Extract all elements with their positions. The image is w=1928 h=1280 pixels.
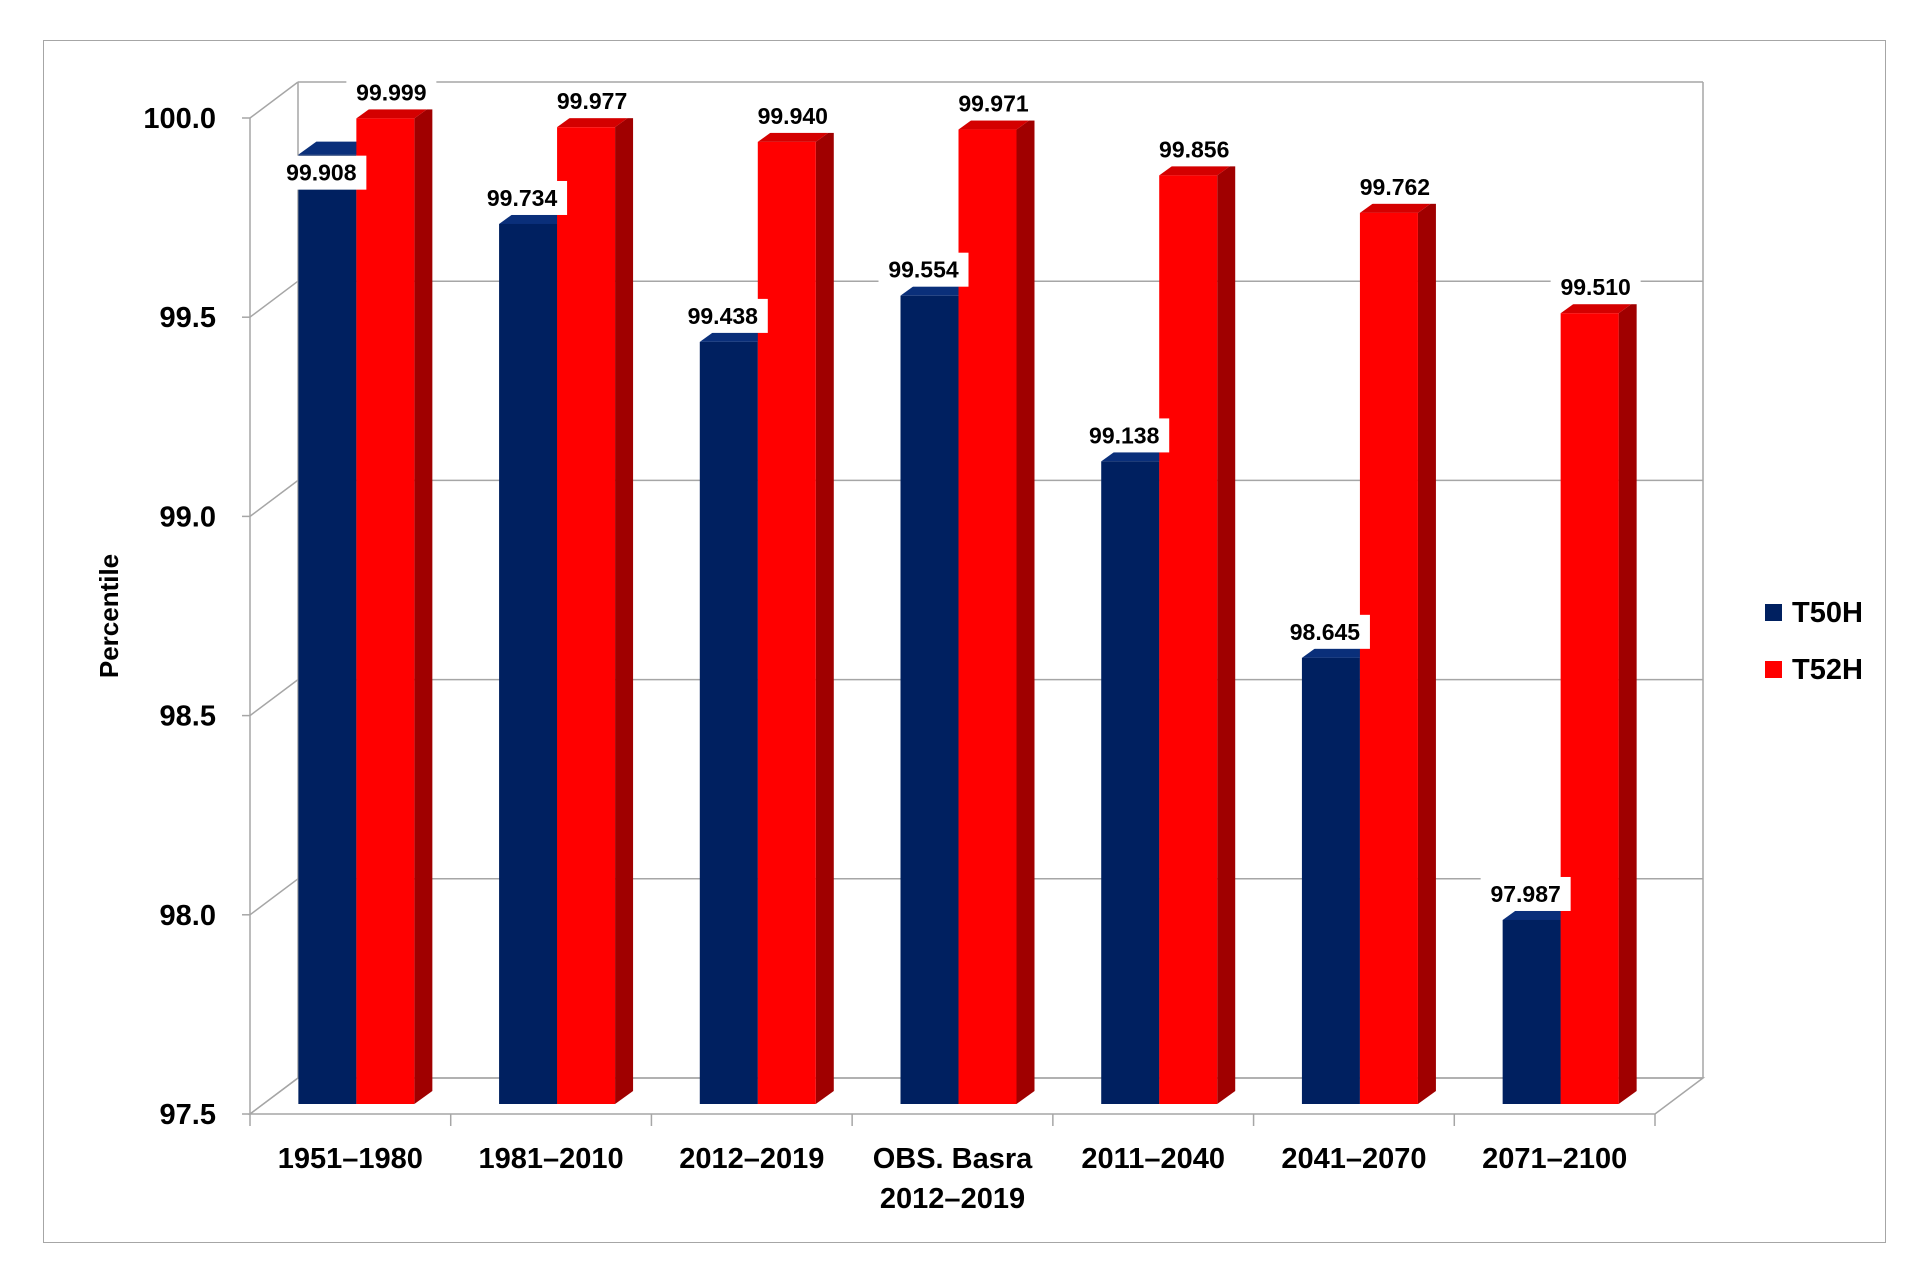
data-label-bg	[1550, 270, 1641, 305]
x-tick-label: OBS. Basra	[873, 1143, 1033, 1175]
legend-label: T52H	[1792, 654, 1863, 686]
bar-front	[499, 223, 558, 1105]
floor	[247, 1077, 1706, 1115]
y-tick-label: 100.0	[143, 103, 216, 135]
data-label: 99.138	[1089, 422, 1160, 448]
data-label-bg	[948, 86, 1039, 121]
data-label-bg	[1480, 876, 1571, 911]
data-label-t50h-2: 99.438	[677, 298, 768, 333]
grid-diagonal	[249, 280, 299, 318]
y-axis-title: Percentile	[94, 554, 124, 678]
x-tick-label: 2071–2100	[1482, 1143, 1627, 1175]
y-tick-label: 99.0	[160, 501, 216, 533]
bar-side	[815, 128, 834, 1105]
data-label: 99.856	[1159, 136, 1229, 162]
data-label-t52h-2: 99.940	[747, 98, 838, 133]
y-tick-label: 98.0	[160, 900, 216, 932]
bar-front	[1101, 461, 1160, 1105]
bar-front	[757, 141, 816, 1105]
bar-side	[1417, 199, 1436, 1104]
data-label: 99.940	[758, 103, 828, 129]
bar-front	[1502, 919, 1561, 1104]
x-tick-label: 2012–2019	[880, 1183, 1025, 1215]
x-tick-label: 2012–2019	[679, 1143, 824, 1175]
data-label-bg	[747, 98, 838, 133]
bar-top	[298, 141, 375, 155]
bar-t52h-3	[958, 116, 1035, 1105]
data-label-bg	[547, 84, 638, 119]
x-tick-label: 2041–2070	[1281, 1143, 1426, 1175]
bar-front	[1159, 175, 1218, 1104]
bar-t52h-5	[1359, 199, 1436, 1104]
x-tick-label: 2011–2040	[1081, 1143, 1225, 1175]
bar-t52h-2	[757, 128, 834, 1105]
x-tick-label: 1981–2010	[478, 1143, 623, 1175]
bar-t52h-1	[557, 114, 634, 1104]
data-label: 99.908	[286, 160, 357, 186]
legend-item-t50h: T50H	[1765, 597, 1863, 629]
data-label-t52h-5: 99.762	[1349, 169, 1440, 204]
data-label-t50h-5: 98.645	[1279, 614, 1370, 649]
data-label: 98.645	[1290, 619, 1361, 645]
data-label: 99.438	[688, 303, 759, 329]
data-label-t50h-0: 99.908	[276, 155, 367, 190]
data-label-bg	[346, 75, 437, 110]
data-label: 99.734	[487, 185, 558, 211]
data-label: 99.999	[356, 79, 426, 105]
bar-front	[958, 129, 1017, 1105]
bar-t52h-0	[356, 105, 433, 1105]
data-label: 99.971	[958, 91, 1029, 117]
data-label-t52h-4: 99.856	[1149, 132, 1240, 167]
bar-front	[1359, 212, 1418, 1104]
bar-side	[1217, 162, 1236, 1104]
data-label-bg	[1279, 614, 1370, 649]
data-label-t50h-6: 97.987	[1480, 876, 1571, 911]
y-tick-label: 98.5	[160, 701, 216, 733]
data-label-bg	[1349, 169, 1440, 204]
data-label-bg	[677, 298, 768, 333]
data-label: 99.762	[1360, 174, 1430, 200]
legend-swatch	[1765, 604, 1782, 621]
data-label-t52h-6: 99.510	[1550, 270, 1641, 305]
data-label-bg	[276, 155, 367, 190]
legend-item-t52h: T52H	[1765, 654, 1863, 686]
data-label: 99.510	[1560, 274, 1630, 300]
bar-side	[1016, 116, 1035, 1105]
bar-front	[900, 295, 959, 1104]
data-label-t52h-1: 99.977	[547, 84, 638, 119]
data-label: 97.987	[1490, 881, 1560, 907]
bar-side	[1618, 300, 1637, 1104]
bar-side	[414, 105, 433, 1105]
data-label: 99.977	[557, 88, 627, 114]
data-label-bg	[878, 252, 969, 287]
bar-t52h-6	[1560, 300, 1637, 1104]
grid-diagonal	[249, 678, 299, 717]
data-label-t50h-3: 99.554	[878, 252, 969, 287]
data-label-t52h-3: 99.971	[948, 86, 1039, 121]
grid-diagonal	[249, 479, 299, 518]
y-tick-label: 99.5	[160, 302, 216, 334]
grid-diagonal	[249, 878, 299, 916]
data-label-bg	[1149, 132, 1240, 167]
data-label-bg	[1079, 418, 1170, 453]
bar-front	[298, 154, 357, 1104]
legend-label: T50H	[1792, 597, 1863, 629]
bar-front	[1301, 657, 1360, 1104]
y-tick-label: 97.5	[160, 1099, 216, 1131]
x-tick-label: 1951–1980	[278, 1143, 423, 1175]
legend-swatch	[1765, 661, 1782, 678]
data-label: 99.554	[888, 257, 959, 283]
bar-front	[557, 127, 616, 1104]
data-label-t50h-4: 99.138	[1079, 418, 1170, 453]
bar-side	[615, 114, 634, 1104]
bar-front	[356, 118, 415, 1105]
bar-t52h-4	[1159, 162, 1236, 1104]
data-label-t52h-0: 99.999	[346, 75, 437, 110]
grid-diagonal	[249, 81, 299, 119]
bar-front	[699, 341, 758, 1105]
data-label-t50h-1: 99.734	[477, 180, 568, 215]
bar-front	[1560, 313, 1619, 1104]
data-label-bg	[477, 180, 568, 215]
